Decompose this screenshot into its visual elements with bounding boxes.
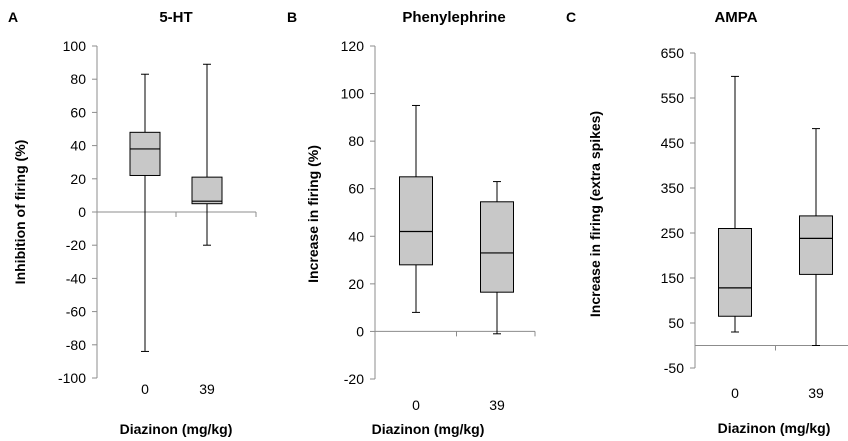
y-tick-label: 550 xyxy=(661,90,685,106)
y-tick-label: 20 xyxy=(348,276,364,292)
y-tick-label: 20 xyxy=(70,171,86,187)
y-tick-label: -20 xyxy=(66,237,86,253)
y-tick-label: 0 xyxy=(356,323,364,339)
x-tick-label: 0 xyxy=(731,385,739,401)
y-tick-label: 80 xyxy=(348,133,364,149)
x-tick-label: 0 xyxy=(412,397,420,413)
panel-letter: A xyxy=(8,9,18,25)
y-tick-label: 100 xyxy=(341,86,365,102)
chart-title: 5-HT xyxy=(159,9,192,26)
y-tick-label: 450 xyxy=(661,135,685,151)
panel-letter: C xyxy=(566,9,576,25)
panel-c: C AMPA -50 50 150 250 350 450 550 650 0 39 Diazi… xyxy=(566,9,848,436)
y-tick-label: 60 xyxy=(348,181,364,197)
box-plots xyxy=(399,104,514,335)
x-tick-label: 39 xyxy=(489,397,505,413)
x-tick-labels: 0 39 xyxy=(731,385,824,401)
x-axis-title: Diazinon (mg/kg) xyxy=(718,420,831,436)
y-tick-label: 50 xyxy=(668,315,684,331)
panel-b: B Phenylephrine -20 0 20 40 60 80 100 120 0 39 D… xyxy=(287,9,536,437)
iqr-box xyxy=(191,176,223,205)
x-tick-label: 39 xyxy=(199,381,215,397)
y-tick-label: 80 xyxy=(70,71,86,87)
y-tick-label: 250 xyxy=(661,225,685,241)
x-tick-label: 39 xyxy=(808,385,824,401)
iqr-box xyxy=(799,215,833,275)
iqr-box xyxy=(399,176,433,266)
y-tick-label: 0 xyxy=(78,204,86,220)
chart-title: Phenylephrine xyxy=(402,9,505,26)
y-tick-labels: -20 0 20 40 60 80 100 120 xyxy=(341,38,536,387)
y-tick-label: 120 xyxy=(341,38,365,54)
panel-letter: B xyxy=(287,9,297,25)
y-tick-label: 150 xyxy=(661,270,685,286)
y-tick-label: 350 xyxy=(661,180,685,196)
y-tick-label: -50 xyxy=(664,360,684,376)
y-tick-label: -100 xyxy=(58,370,86,386)
iqr-box xyxy=(129,131,161,176)
y-tick-label: -80 xyxy=(66,337,86,353)
y-tick-label: 100 xyxy=(63,38,87,54)
iqr-box xyxy=(480,201,514,293)
iqr-box xyxy=(718,228,752,317)
x-tick-labels: 0 39 xyxy=(412,397,505,413)
y-tick-label: -60 xyxy=(66,304,86,320)
y-axis-title: Inhibition of firing (%) xyxy=(12,140,28,285)
y-tick-labels: -100 -80 -60 -40 -20 0 20 40 60 80 100 xyxy=(58,38,257,386)
x-tick-labels: 0 39 xyxy=(141,381,215,397)
y-tick-label: -20 xyxy=(344,371,364,387)
x-tick-label: 0 xyxy=(141,381,149,397)
y-tick-labels: -50 50 150 250 350 450 550 650 xyxy=(661,45,776,376)
box-plots xyxy=(129,63,223,352)
y-axis-title: Increase in firing (%) xyxy=(305,145,321,283)
y-tick-label: 650 xyxy=(661,45,685,61)
y-tick-label: -40 xyxy=(66,270,86,286)
chart-title: AMPA xyxy=(714,9,757,26)
x-axis-title: Diazinon (mg/kg) xyxy=(372,421,485,437)
y-tick-label: 60 xyxy=(70,104,86,120)
y-axis-title: Increase in firing (extra spikes) xyxy=(587,111,603,317)
x-axis-title: Diazinon (mg/kg) xyxy=(120,421,233,437)
box-plots xyxy=(718,75,833,346)
y-tick-label: 40 xyxy=(70,138,86,154)
y-tick-label: 40 xyxy=(348,228,364,244)
